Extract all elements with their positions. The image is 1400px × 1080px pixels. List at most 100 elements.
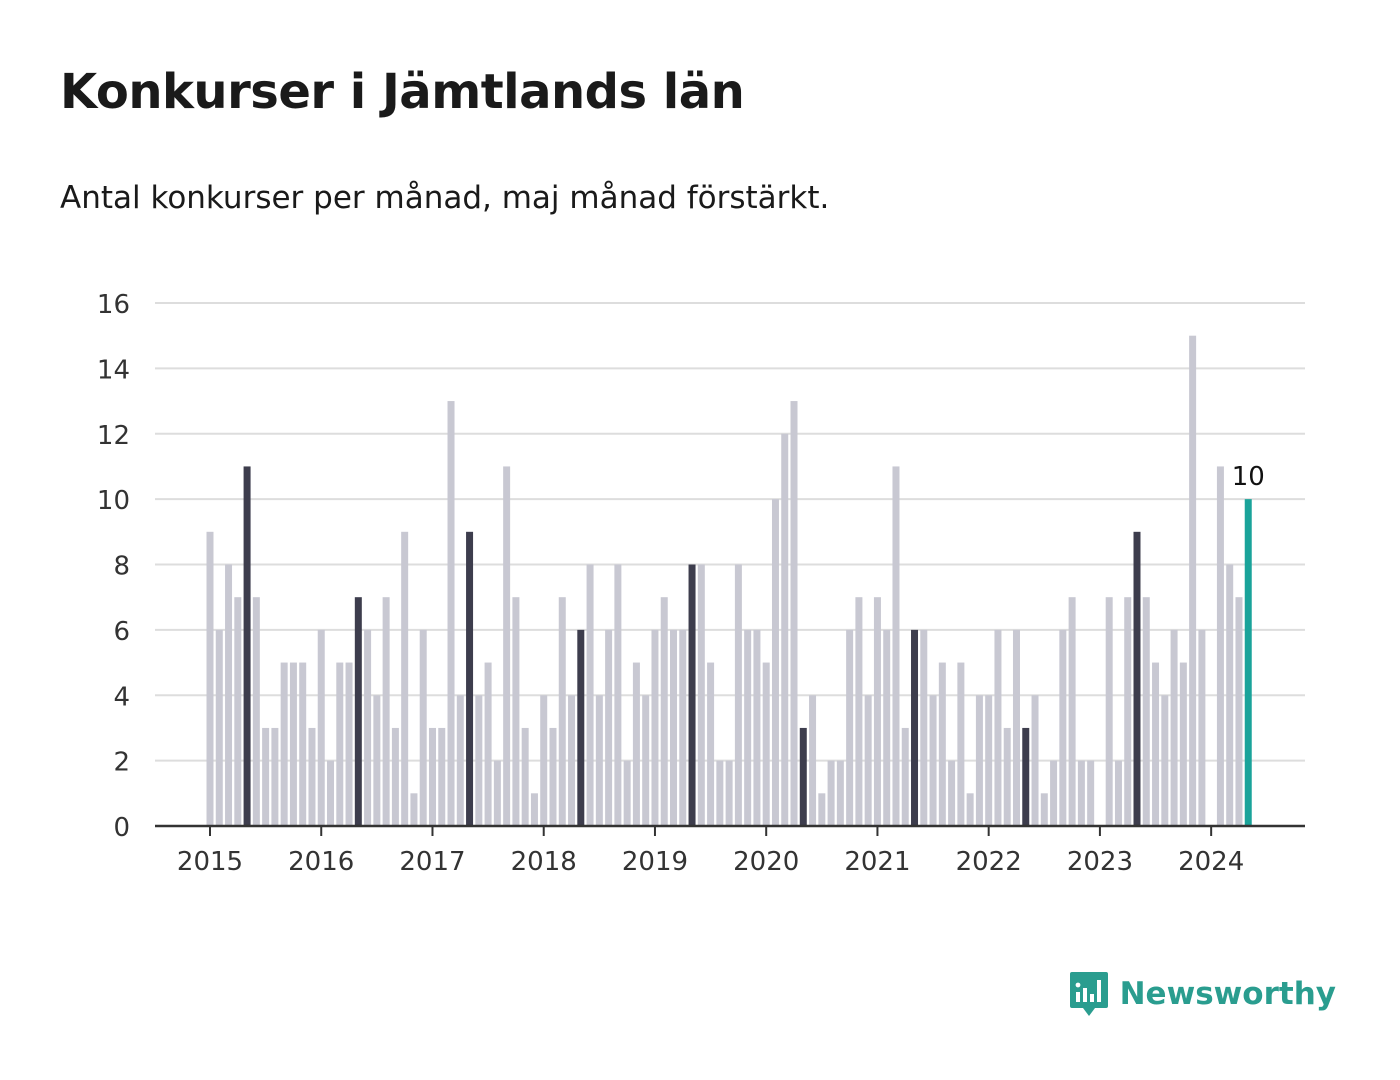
bar [660,597,668,826]
chart-title: Konkurser i Jämtlands län [60,64,745,120]
bar [1179,662,1187,826]
y-tick-label: 0 [113,813,130,843]
bar [373,695,381,826]
bar [929,695,937,826]
y-tick-label: 4 [113,682,130,712]
bar [836,760,844,826]
bar [1050,760,1058,826]
bar [252,597,260,826]
bar [809,695,817,826]
bar [762,662,770,826]
bar [994,629,1002,826]
x-tick-label: 2015 [177,847,243,877]
bar [1077,760,1085,826]
bar [1003,727,1011,826]
bar [299,662,307,826]
bar [512,597,520,826]
bar [456,695,464,826]
bar [1189,335,1197,826]
x-tick-label: 2018 [511,847,577,877]
y-tick-label: 14 [97,355,130,385]
bar [271,727,279,826]
bar [428,727,436,826]
newsworthy-logo-icon [1069,972,1108,1016]
bar [521,727,529,826]
bar [401,531,409,826]
bar [670,629,677,826]
bar [873,597,881,826]
bar [530,793,538,826]
bar [308,727,316,826]
bar [493,760,501,826]
bar-highlight [243,466,251,826]
bar [846,629,854,826]
bar [725,760,733,826]
bar-highlight [1133,531,1141,826]
bar [549,727,557,826]
bar [920,629,928,826]
bar [1059,629,1067,826]
x-tick-label: 2019 [622,847,688,877]
x-tick-label: 2021 [844,847,910,877]
bar [1152,662,1160,826]
bar [391,727,399,826]
bar [586,564,594,826]
bar [938,662,946,826]
y-tick-label: 8 [113,552,130,582]
x-tick-label: 2016 [288,847,354,877]
bar [632,662,640,826]
bar [901,727,909,826]
bar [327,760,335,826]
bar [642,695,650,826]
newsworthy-logo: Newsworthy [1068,970,1336,1018]
bar [818,793,826,826]
brand-name: Newsworthy [1119,976,1336,1012]
bar [753,629,761,826]
bar [697,564,705,826]
x-tick-label: 2020 [733,847,799,877]
bar [234,597,242,826]
bar [1040,793,1048,826]
bar [410,793,418,826]
bar [1105,597,1113,826]
bar [1114,760,1122,826]
bar-highlight [911,629,919,826]
bar [1161,695,1169,826]
bar [864,695,872,826]
x-tick-label: 2024 [1178,847,1244,877]
bar [771,499,779,826]
bar [475,695,483,826]
bar [1235,597,1243,826]
bar [262,727,270,826]
bar [558,597,566,826]
bar [317,629,325,826]
bar [1198,629,1206,826]
bar [540,695,548,826]
y-tick-label: 16 [97,290,130,320]
latest-value-label: 10 [1232,462,1265,492]
x-tick-label: 2017 [399,847,465,877]
bar [225,564,233,826]
bar [679,629,687,826]
chart-subtitle: Antal konkurser per månad, maj månad för… [60,180,830,216]
bar [503,466,511,826]
bar [206,531,214,826]
bar-highlight [799,727,807,826]
bar [595,695,603,826]
bar-latest [1244,499,1252,826]
bar [734,564,742,826]
bar [289,662,297,826]
bar [623,760,631,826]
bar [985,695,993,826]
y-tick-label: 6 [113,617,130,647]
bar [382,597,390,826]
bar [1087,760,1095,826]
bar [484,662,492,826]
bar [438,727,446,826]
bar-highlight [1022,727,1030,826]
bar [336,662,344,826]
bar [215,629,223,826]
bar [651,629,659,826]
bar [419,629,427,826]
